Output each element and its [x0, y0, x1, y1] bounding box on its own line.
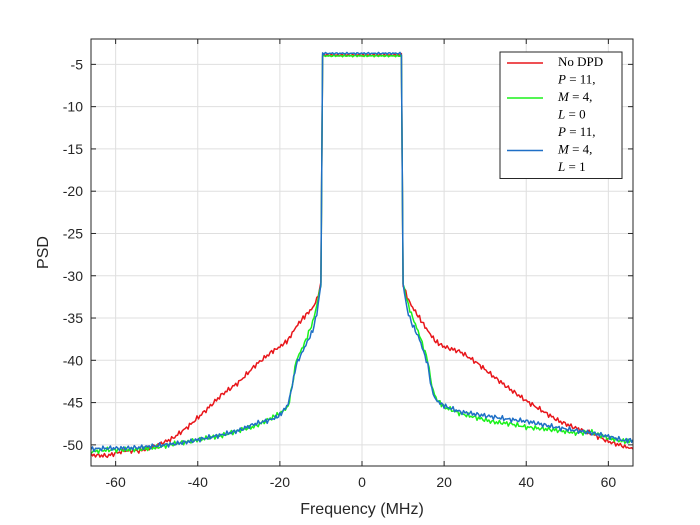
x-tick-label: 0 — [358, 474, 366, 490]
x-tick-label: -60 — [106, 474, 126, 490]
y-tick-label: -10 — [63, 99, 83, 115]
x-axis-label: Frequency (MHz) — [300, 501, 424, 518]
x-tick-label: -40 — [188, 474, 208, 490]
series-group — [91, 51, 633, 459]
y-tick-label: -35 — [63, 310, 83, 326]
legend-label: P = 11, — [557, 124, 596, 139]
y-tick-label: -40 — [63, 352, 83, 368]
y-tick-label: -25 — [63, 225, 83, 241]
y-axis: -50 -45 -40 -35 -30 -25 -20 -15 -10 -5 — [63, 56, 633, 453]
legend-label: P = 11, — [557, 72, 596, 87]
y-tick-label: -45 — [63, 395, 83, 411]
y-tick-label: -50 — [63, 437, 83, 453]
series-line — [91, 53, 633, 455]
x-tick-label: -20 — [270, 474, 290, 490]
legend-label: M = 4, — [557, 142, 592, 157]
y-axis-label: PSD — [35, 236, 52, 269]
legend-box — [499, 51, 623, 179]
legend: No DPD P = 11, M = 4, L = 0 P = 11, M = 4, L =… — [499, 51, 623, 179]
x-tick-label: 60 — [601, 474, 617, 490]
legend-label: No DPD — [558, 54, 603, 69]
x-tick-label: 20 — [436, 474, 452, 490]
y-tick-label: -20 — [63, 183, 83, 199]
legend-label: L = 1 — [557, 159, 586, 174]
y-tick-label: -5 — [71, 56, 84, 72]
series-line — [91, 51, 633, 453]
y-tick-label: -30 — [63, 268, 83, 284]
legend-label: M = 4, — [557, 89, 592, 104]
y-tick-label: -15 — [63, 141, 83, 157]
x-axis: -60 -40 -20 0 20 40 60 — [106, 39, 617, 490]
legend-label: L = 0 — [557, 107, 586, 122]
x-tick-label: 40 — [518, 474, 534, 490]
